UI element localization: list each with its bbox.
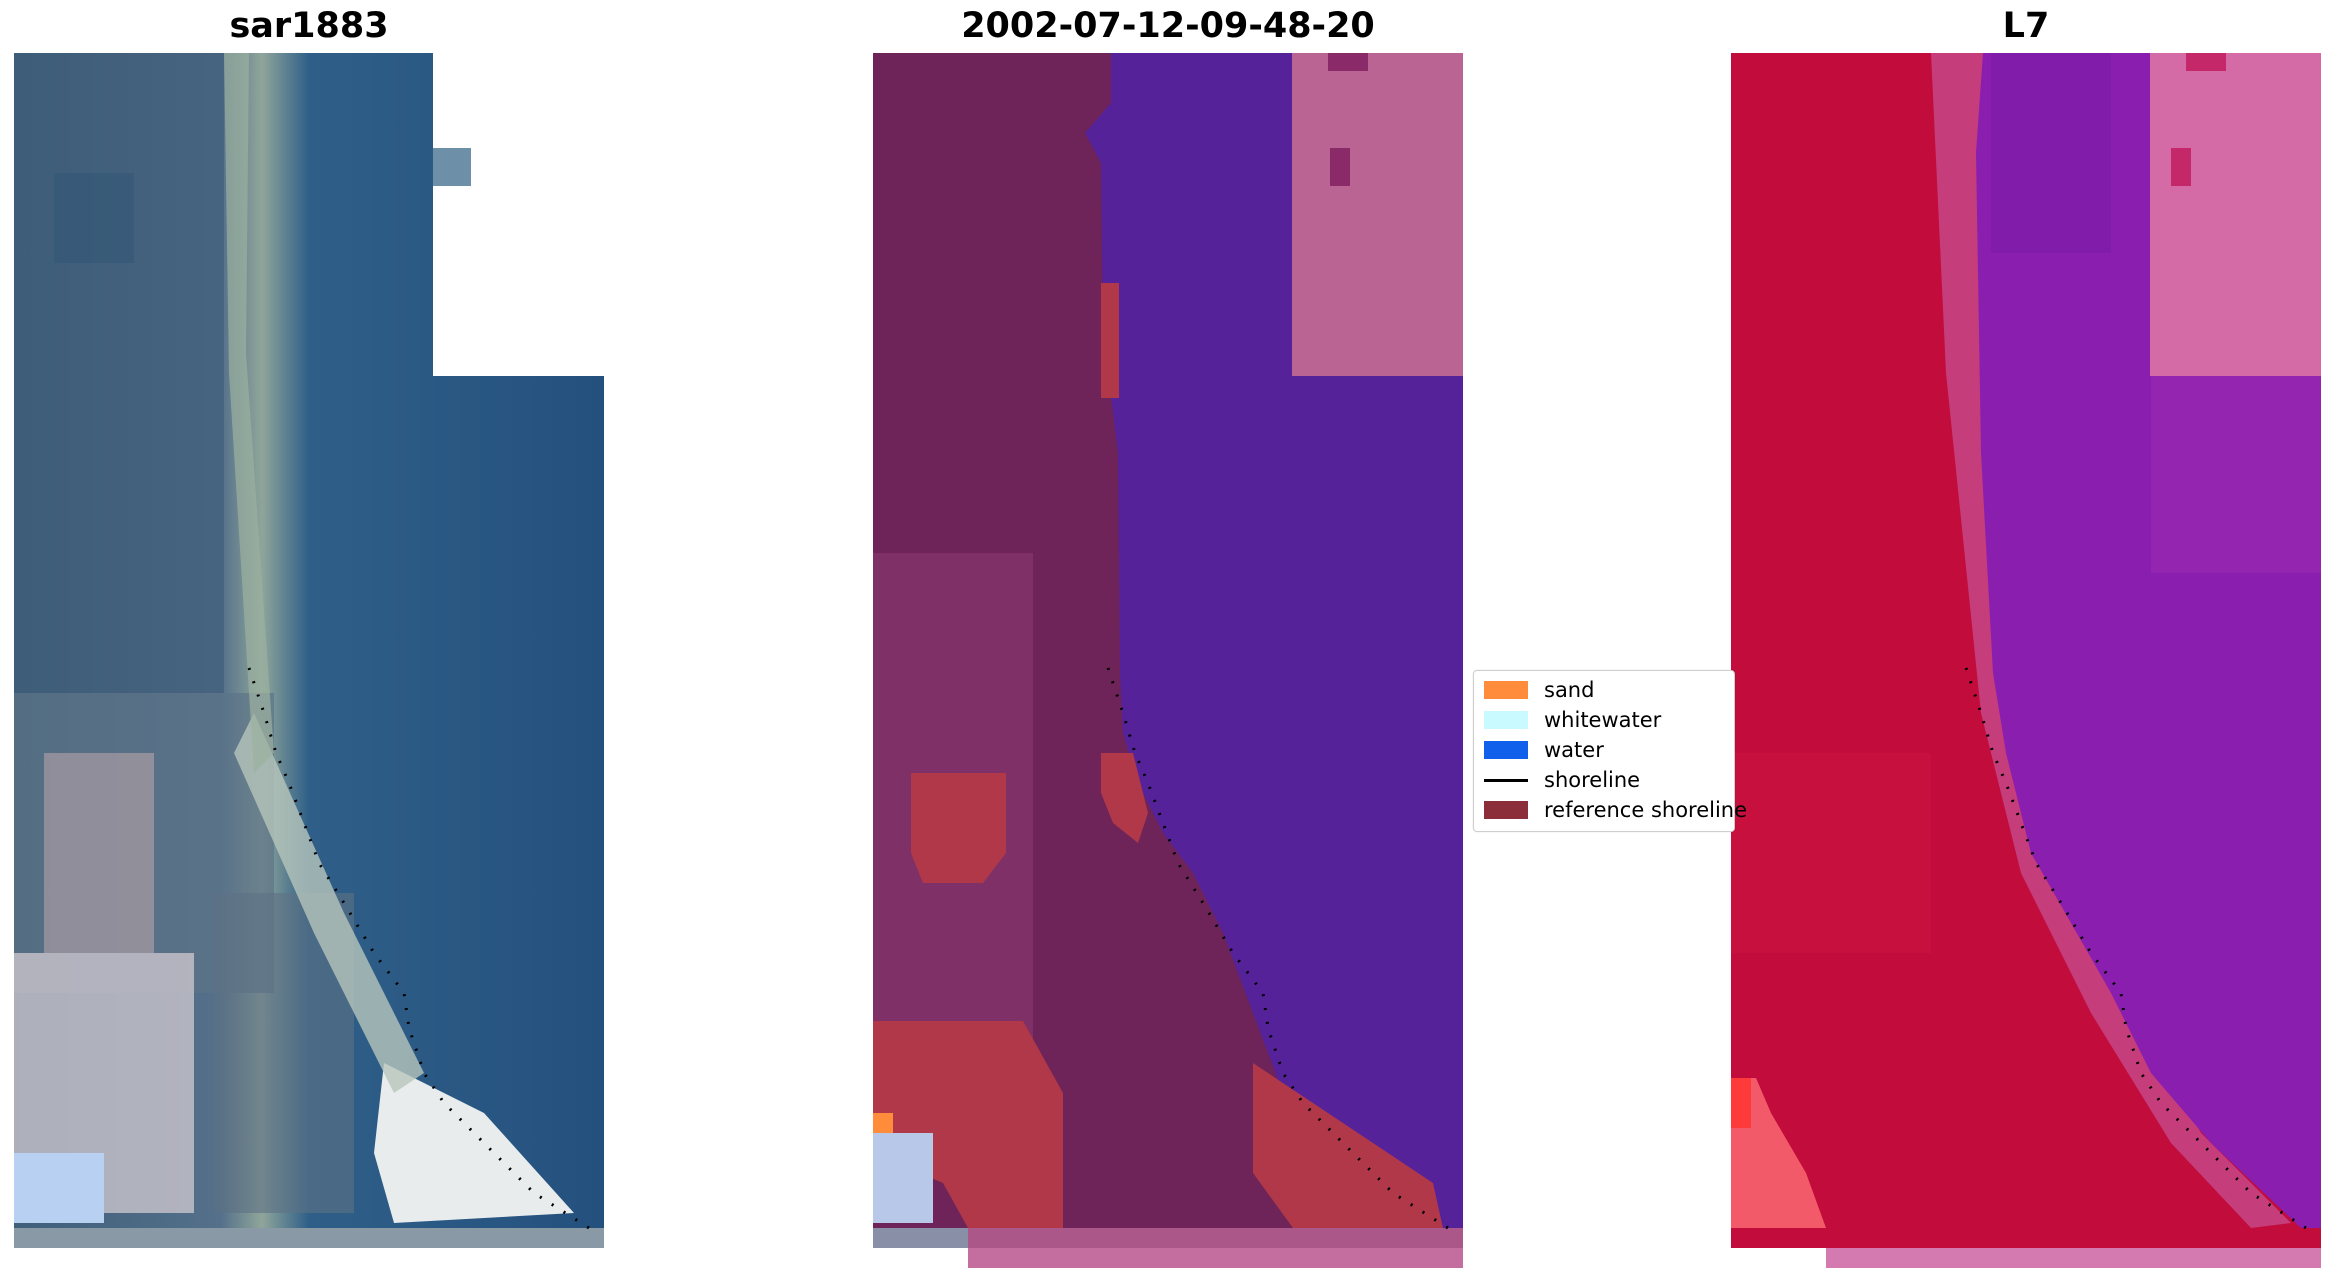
- legend-item-sand: sand: [1484, 677, 1594, 703]
- legend-label: water: [1544, 738, 1604, 762]
- ndwi-image: [1731, 53, 2321, 1268]
- legend-label: whitewater: [1544, 708, 1662, 732]
- legend-label: reference shoreline: [1544, 798, 1748, 822]
- legend-label: sand: [1544, 678, 1595, 702]
- legend-item-water: water: [1484, 737, 1604, 763]
- rgb-image: [14, 53, 604, 1248]
- legend: sand whitewater water shoreline referenc…: [1473, 670, 1747, 832]
- ndwi-panel: [1731, 53, 2321, 1268]
- legend-item-whitewater: whitewater: [1484, 707, 1661, 733]
- legend-item-reference-shoreline: reference shoreline: [1484, 797, 1747, 823]
- panel-title-rgb: sar1883: [229, 6, 389, 46]
- rgb-image-panel: [14, 53, 604, 1248]
- panel-title-ndwi: L7: [2002, 6, 2050, 46]
- classification-panel: [873, 53, 1463, 1268]
- whitewater-swatch: [1484, 711, 1528, 729]
- reference-shoreline-swatch: [1484, 801, 1528, 819]
- sand-swatch: [1484, 681, 1528, 699]
- classification-image: [873, 53, 1463, 1268]
- shoreline-line-swatch: [1484, 778, 1528, 782]
- panel-title-classification: 2002-07-12-09-48-20: [961, 6, 1375, 46]
- water-swatch: [1484, 741, 1528, 759]
- legend-item-shoreline: shoreline: [1484, 767, 1640, 793]
- legend-label: shoreline: [1544, 768, 1641, 792]
